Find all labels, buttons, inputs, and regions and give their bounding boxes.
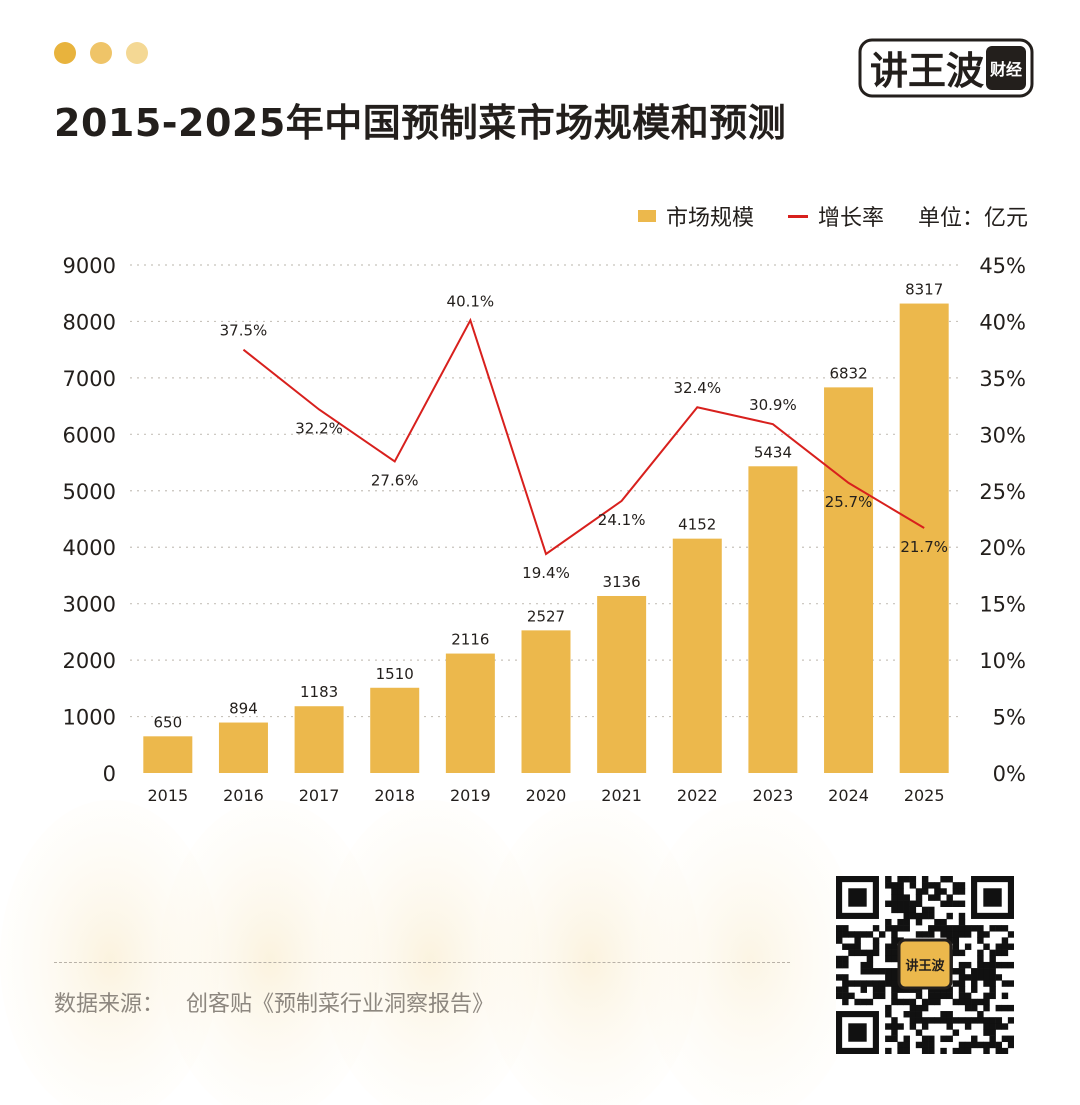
- y-right-tick-label: 35%: [979, 367, 1026, 391]
- y-left-tick-label: 6000: [63, 423, 116, 447]
- decorative-dots: [54, 42, 148, 64]
- y-left-tick-label: 1000: [63, 706, 116, 730]
- bar: [899, 303, 949, 773]
- bar-value-label: 4152: [678, 516, 716, 534]
- y-left-tick-label: 4000: [63, 536, 116, 560]
- footer-divider: [54, 962, 790, 963]
- brand-logo: 讲王波 财经: [858, 38, 1034, 98]
- legend-line: 增长率: [787, 200, 884, 232]
- bar: [748, 466, 798, 773]
- bar: [218, 722, 268, 773]
- chart-legend: 市场规模 增长率 单位：亿元: [604, 200, 1028, 232]
- qr-code: 讲王波: [836, 876, 1014, 1054]
- bar-value-label: 2527: [527, 607, 565, 625]
- y-right-tick-label: 0%: [993, 762, 1026, 786]
- y-left-tick-label: 3000: [63, 593, 116, 617]
- source-text: 创客贴《预制菜行业洞察报告》: [186, 992, 495, 1017]
- qr-center-logo: 讲王波: [905, 958, 945, 974]
- y-right-tick-label: 25%: [979, 480, 1026, 504]
- y-left-tick-label: 9000: [63, 254, 116, 278]
- x-tick-label: 2017: [299, 786, 340, 805]
- x-tick-label: 2022: [677, 786, 718, 805]
- line-value-label: 19.4%: [522, 564, 570, 582]
- x-tick-label: 2019: [450, 786, 491, 805]
- source-label: 数据来源：: [54, 992, 165, 1017]
- x-tick-label: 2021: [601, 786, 642, 805]
- page-title: 2015-2025年中国预制菜市场规模和预测: [54, 101, 787, 145]
- bar-value-label: 650: [153, 713, 182, 731]
- x-tick-label: 2016: [223, 786, 264, 805]
- bar-line-chart: 0 0% 1000 5% 2000 10% 3000 15% 4000 20% 5000 25% 600…: [63, 254, 1026, 805]
- brand-text: 讲王波: [870, 49, 984, 93]
- bar: [521, 630, 571, 773]
- y-right-tick-label: 5%: [993, 706, 1026, 730]
- bar: [672, 538, 722, 773]
- y-right-tick-label: 20%: [979, 536, 1026, 560]
- x-tick-label: 2023: [753, 786, 794, 805]
- bar-value-label: 894: [229, 700, 258, 718]
- x-tick-label: 2018: [374, 786, 415, 805]
- bar: [143, 736, 193, 773]
- brand-sub: 财经: [989, 60, 1022, 79]
- line-value-label: 25.7%: [825, 493, 873, 511]
- dot-2: [90, 42, 112, 64]
- bar-value-label: 5434: [754, 443, 792, 461]
- legend-unit: 单位：亿元: [918, 200, 1028, 232]
- legend-bar: 市场规模: [637, 200, 754, 232]
- bar-value-label: 8317: [905, 281, 943, 299]
- bar: [824, 387, 874, 773]
- x-tick-label: 2025: [904, 786, 945, 805]
- dot-1: [54, 42, 76, 64]
- bar-value-label: 6832: [829, 364, 867, 382]
- growth-line: [242, 317, 925, 556]
- y-right-tick-label: 30%: [979, 423, 1026, 447]
- y-left-tick-label: 5000: [63, 480, 116, 504]
- legend-bar-swatch: [637, 210, 656, 222]
- y-left-tick-label: 0: [103, 762, 116, 786]
- bar: [294, 706, 344, 773]
- line-value-label: 32.2%: [295, 419, 343, 437]
- line-value-label: 32.4%: [673, 379, 721, 397]
- line-value-label: 40.1%: [447, 292, 495, 310]
- line-value-label: 30.9%: [749, 396, 797, 414]
- bar-value-label: 1510: [376, 665, 414, 683]
- legend-line-label: 增长率: [817, 206, 884, 231]
- data-source: 数据来源： 创客贴《预制菜行业洞察报告》: [54, 986, 494, 1018]
- background-petals: [0, 800, 860, 1105]
- bar-value-label: 2116: [451, 631, 489, 649]
- legend-line-swatch: [787, 214, 808, 218]
- y-right-tick-label: 15%: [979, 593, 1026, 617]
- line-value-label: 37.5%: [220, 322, 268, 340]
- y-left-tick-label: 2000: [63, 649, 116, 673]
- bar: [370, 687, 420, 773]
- bar-value-label: 1183: [300, 683, 338, 701]
- y-left-tick-label: 7000: [63, 367, 116, 391]
- line-value-label: 27.6%: [371, 471, 419, 489]
- line-value-label: 24.1%: [598, 511, 646, 529]
- y-right-tick-label: 40%: [979, 310, 1026, 334]
- legend-bar-label: 市场规模: [665, 206, 754, 231]
- unit-label: 单位：亿元: [917, 206, 1028, 231]
- bar: [445, 653, 495, 773]
- y-left-tick-label: 8000: [63, 310, 116, 334]
- bar: [597, 595, 647, 773]
- y-right-tick-label: 10%: [979, 649, 1026, 673]
- y-right-tick-label: 45%: [979, 254, 1026, 278]
- line-value-label: 21.7%: [900, 538, 948, 556]
- bar-value-label: 3136: [603, 573, 641, 591]
- x-tick-label: 2015: [147, 786, 188, 805]
- x-tick-label: 2020: [526, 786, 567, 805]
- x-tick-label: 2024: [828, 786, 869, 805]
- qr-modules: [836, 876, 1014, 1054]
- dot-3: [126, 42, 148, 64]
